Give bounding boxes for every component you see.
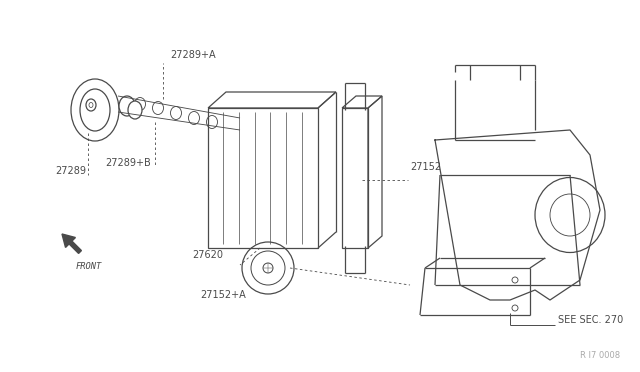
FancyArrow shape xyxy=(62,234,81,253)
Text: 27289+B: 27289+B xyxy=(105,158,151,168)
Text: 27289+A: 27289+A xyxy=(170,50,216,60)
Ellipse shape xyxy=(535,177,605,253)
Ellipse shape xyxy=(550,194,590,236)
Ellipse shape xyxy=(207,115,218,128)
Text: SEE SEC. 270: SEE SEC. 270 xyxy=(558,315,623,325)
Text: FRONT: FRONT xyxy=(76,262,102,271)
Ellipse shape xyxy=(170,106,182,119)
Ellipse shape xyxy=(128,101,142,119)
Ellipse shape xyxy=(119,96,135,116)
Ellipse shape xyxy=(152,102,163,115)
Ellipse shape xyxy=(134,97,145,110)
Text: 27289: 27289 xyxy=(55,166,86,176)
Text: 27152+A: 27152+A xyxy=(200,290,246,300)
Ellipse shape xyxy=(242,242,294,294)
Text: 27152: 27152 xyxy=(410,162,441,172)
Text: 27620: 27620 xyxy=(192,250,223,260)
Text: R I7 0008: R I7 0008 xyxy=(580,351,620,360)
Ellipse shape xyxy=(251,251,285,285)
Ellipse shape xyxy=(189,112,200,125)
